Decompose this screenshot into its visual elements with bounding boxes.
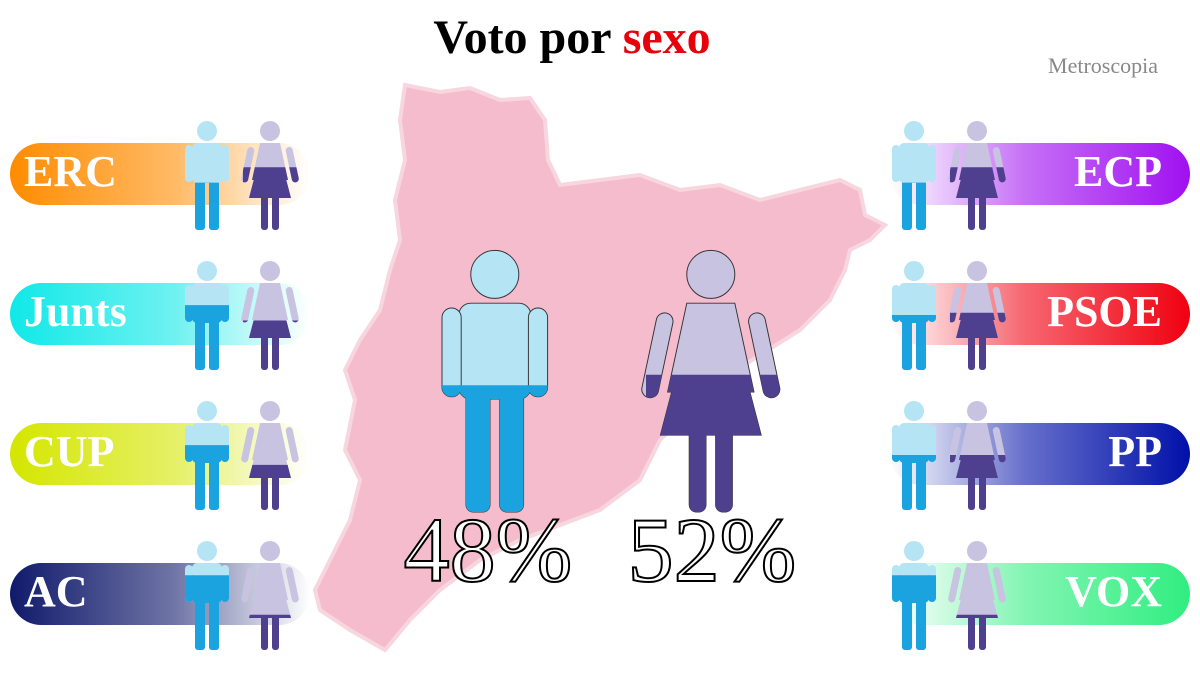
icon-women: [948, 541, 1006, 650]
icon-women: [241, 541, 299, 650]
icon-fill-men: [185, 305, 229, 370]
icon-fill-men: [185, 575, 229, 650]
icon-fill-women: [243, 320, 299, 370]
party-label: Junts: [24, 287, 127, 336]
icon-fill-women: [645, 374, 780, 512]
party-pill: [10, 283, 310, 345]
source: Metroscopia: [1048, 53, 1158, 78]
party-label: AC: [24, 567, 88, 616]
party-label: VOX: [1065, 567, 1162, 616]
icon-fill-women: [956, 614, 998, 650]
icon-fill-women: [249, 464, 291, 510]
icon-fill-men: [195, 182, 219, 230]
icon-fill-women: [950, 312, 1006, 370]
icon-fill-women: [950, 455, 1006, 510]
icon-fill-men: [892, 575, 936, 650]
icon-fill-men: [442, 385, 548, 512]
title: Voto por sexo: [433, 11, 710, 64]
party-pill: [10, 143, 310, 205]
icon-fill-women: [950, 167, 1006, 230]
total-label: 48%: [404, 499, 573, 601]
party-pill: [10, 423, 310, 485]
map: [312, 82, 889, 653]
party-label: ERC: [24, 147, 117, 196]
party-label: CUP: [24, 427, 114, 476]
icon-fill-men: [902, 182, 926, 230]
icon-fill-men: [892, 455, 936, 510]
icon-fill-men: [892, 315, 936, 370]
party-pill: [10, 563, 310, 625]
icon-fill-women: [249, 614, 291, 650]
party-label: ECP: [1074, 147, 1162, 196]
title-highlight: sexo: [623, 11, 711, 64]
party-label: PP: [1108, 427, 1162, 476]
party-label: PSOE: [1047, 287, 1162, 336]
title-text: Voto por: [433, 11, 611, 64]
icon-men: [185, 121, 229, 230]
icon-fill-women: [243, 167, 299, 230]
icon-men: [892, 121, 936, 230]
total-label: 52%: [628, 499, 797, 601]
icon-fill-men: [185, 445, 229, 510]
